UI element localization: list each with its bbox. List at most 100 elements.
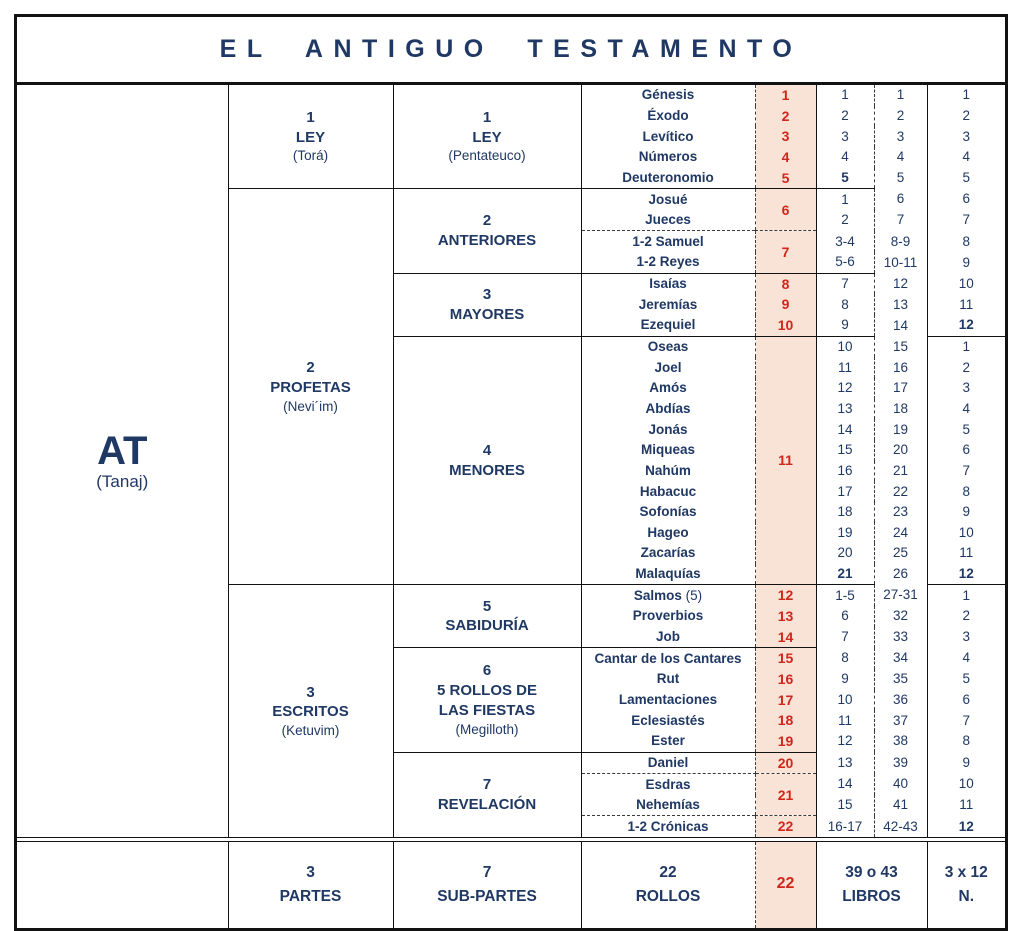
- book-cell: Jonás: [581, 419, 756, 440]
- summary-subparts-cell: 7 SUB-PARTES: [393, 841, 582, 928]
- table-row: Hageo 19 24 10: [17, 522, 1005, 544]
- summary-books-cell: 39 o 43 LIBROS: [816, 841, 928, 928]
- table-row: 3 MAYORES Isaías 8 7 12 10: [17, 273, 1005, 337]
- table-row: AT (Tanaj) 1 LEY (Torá) 1 LEY (Pentateuco) Génes…: [17, 85, 1005, 838]
- scroll-number-cell: 4: [755, 146, 817, 168]
- book-cell: Hageo: [581, 522, 756, 544]
- book-cell: Cantar de los Cantares: [581, 647, 756, 669]
- scroll-number-cell: 1: [755, 85, 817, 106]
- subpart-name: 5 ROLLOS DE: [436, 682, 537, 700]
- scroll-number-cell: 16: [755, 668, 817, 690]
- table-row: Ester 19 12 38 8: [17, 730, 1005, 753]
- count-3x12-cell: 12: [927, 315, 1005, 337]
- book-name: Hageo: [647, 524, 689, 540]
- count-continuous-cell: 41: [874, 794, 928, 816]
- count-continuous-cell: 15: [874, 336, 928, 358]
- book-cell: Eclesiastés: [581, 710, 756, 731]
- book-cell: Números: [581, 146, 756, 168]
- subpart-cell: 1 LEY (Pentateuco): [393, 85, 582, 190]
- summary-books-count: 39 o 43: [845, 864, 898, 882]
- count-3x12-cell: 9: [962, 754, 970, 770]
- book-cell: Éxodo: [581, 105, 756, 127]
- at-paren: (Tanaj): [96, 472, 149, 491]
- subpart-number: 5: [482, 597, 492, 615]
- book-name: Jeremías: [638, 296, 698, 312]
- table-row: Éxodo 2 2 2 2: [17, 105, 1005, 127]
- table-row: Nahúm 16 21 7: [17, 460, 1005, 482]
- table-row: Jonás 14 19 5: [17, 419, 1005, 440]
- book-cell: Oseas: [581, 336, 756, 358]
- count-continuous-cell: 37: [874, 710, 928, 731]
- summary-parts-count: 3: [306, 864, 315, 882]
- scroll-number-cell: 15: [755, 647, 817, 669]
- book-cell: Abdías: [581, 398, 756, 420]
- count-per-part-cell: 5-6: [816, 252, 875, 274]
- table-row: Joel 11 16 2: [17, 357, 1005, 378]
- count-continuous-cell: 4: [874, 146, 928, 168]
- book-name: Jonás: [648, 421, 688, 437]
- count-continuous-cell: 38: [874, 730, 928, 752]
- count-3x12-cell: 10: [958, 275, 974, 291]
- count-per-part-cell: 14: [816, 773, 875, 795]
- count-3x12-cell: 9: [962, 504, 970, 520]
- subpart-number: 6: [482, 662, 492, 680]
- book-name: Nahúm: [645, 462, 691, 478]
- book-name: Ester: [651, 733, 685, 749]
- old-testament-table: AT (Tanaj) 1 LEY (Torá) 1 LEY (Pentateuco) Génes…: [17, 85, 1005, 839]
- book-cell: Miqueas: [581, 439, 756, 461]
- book-cell: Lamentaciones: [581, 689, 756, 711]
- count-continuous-cell: 19: [874, 419, 928, 440]
- count-3x12-cell: 7: [962, 212, 970, 228]
- summary-row: 3 PARTES 7 SUB-PARTES 22 ROLLOS 22 39 o …: [17, 841, 1005, 928]
- table-row: Malaquías 21 26 12: [17, 563, 1005, 586]
- table-row: Números 4 4 4 4: [17, 146, 1005, 168]
- table-row: 7 REVELACIÓN Daniel 20 13 39 9: [17, 752, 1005, 839]
- count-continuous-cell: 22: [874, 481, 928, 502]
- subpart-cell: 2 ANTERIORES: [393, 188, 582, 274]
- count-continuous-cell: 10-11: [874, 252, 928, 274]
- scroll-number-cell: 19: [755, 730, 817, 753]
- book-cell: 1-2 Crónicas: [581, 815, 756, 838]
- book-name: Jueces: [645, 212, 691, 228]
- count-per-part-cell: 10: [816, 336, 875, 358]
- summary-empty-cell: [17, 841, 229, 928]
- count-continuous-cell: 16: [874, 357, 928, 378]
- book-name: 1-2 Crónicas: [627, 818, 709, 834]
- count-3x12-cell: 11: [959, 797, 974, 813]
- count-3x12-cell: 4: [962, 149, 970, 165]
- count-continuous-cell: 33: [874, 626, 928, 648]
- count-continuous-cell: 20: [874, 439, 928, 461]
- summary-table: 3 PARTES 7 SUB-PARTES 22 ROLLOS 22 39 o …: [17, 840, 1005, 928]
- part-paren: (Torá): [292, 148, 329, 164]
- count-3x12-cell: 2: [962, 359, 970, 375]
- book-name: Amós: [649, 380, 687, 396]
- count-continuous-cell: 34: [874, 647, 928, 669]
- count-per-part-cell: 1: [816, 85, 875, 106]
- book-name: 1-2 Reyes: [636, 254, 700, 270]
- scroll-number-cell: 13: [755, 606, 817, 627]
- book-name: Malaquías: [635, 566, 701, 582]
- book-name: Rut: [656, 671, 680, 687]
- table-row: Nehemías 15 41 11: [17, 794, 1005, 817]
- count-continuous-cell: 13: [874, 294, 928, 316]
- summary-subparts-count: 7: [482, 864, 492, 882]
- part-paren: (Nevi´im): [283, 398, 338, 414]
- subpart-name: ANTERIORES: [437, 231, 537, 249]
- table-row: Lamentaciones 17 10 36 6: [17, 689, 1005, 711]
- count-per-part-cell: 13: [816, 752, 875, 774]
- count-3x12-cell: 12: [958, 818, 974, 834]
- count-3x12-cell: 6: [962, 191, 970, 207]
- table-row: Eclesiastés 18 11 37 7: [17, 710, 1005, 731]
- part-number: 1: [306, 108, 315, 126]
- count-per-part-cell: 16: [816, 460, 875, 482]
- book-cell: Isaías: [581, 273, 756, 295]
- count-per-part-cell: 19: [816, 522, 875, 544]
- summary-rolls-cell: 22 ROLLOS: [581, 841, 756, 928]
- count-3x12-cell: 11: [959, 545, 974, 561]
- book-name: Proverbios: [632, 608, 704, 624]
- count-per-part-cell: 8: [816, 647, 875, 669]
- subpart-name: REVELACIÓN: [437, 795, 537, 813]
- count-3x12-cell: 5: [962, 421, 970, 437]
- count-per-part-cell: 7: [816, 626, 875, 648]
- book-cell: Salmos (5): [581, 584, 756, 607]
